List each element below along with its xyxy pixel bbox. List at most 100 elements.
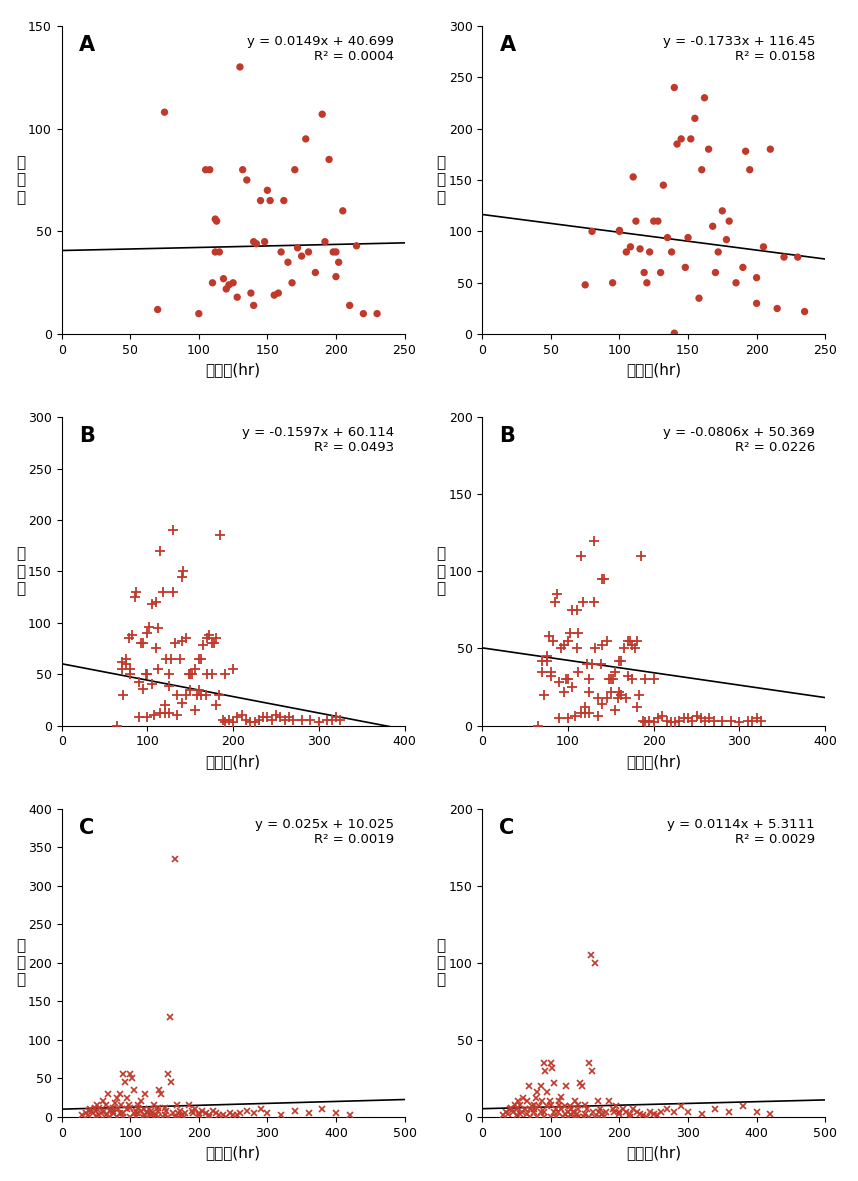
Point (651, 211, 665, 230)
Point (323, 150, 336, 169)
Text: B: B (79, 426, 94, 446)
Point (247, 233, 261, 252)
Point (332, 253, 346, 272)
Point (692, 289, 706, 308)
Point (326, 242, 340, 261)
Point (213, 242, 227, 261)
Point (271, 283, 285, 302)
Point (202, 161, 216, 180)
Point (757, 237, 770, 256)
Point (244, 283, 257, 302)
Text: C: C (499, 817, 515, 837)
Point (250, 234, 263, 253)
Text: y = 0.025x + 10.025
R² = 0.0019: y = 0.025x + 10.025 R² = 0.0019 (255, 817, 394, 846)
Point (688, 109, 702, 128)
Point (192, 305, 206, 324)
Point (624, 237, 637, 256)
X-axis label: 일조합(hr): 일조합(hr) (206, 753, 261, 769)
Point (302, 242, 316, 261)
Point (695, 161, 709, 180)
Text: A: A (499, 35, 516, 56)
Point (329, 242, 343, 261)
X-axis label: 일조합(hr): 일조합(hr) (206, 363, 261, 378)
Point (261, 181, 275, 200)
Point (318, 233, 332, 252)
Point (633, 240, 647, 259)
Point (254, 191, 268, 210)
Point (656, 176, 670, 195)
Point (606, 273, 619, 292)
Point (777, 248, 791, 267)
Point (227, 273, 240, 292)
Text: y = 0.0114x + 5.3111
R² = 0.0029: y = 0.0114x + 5.3111 R² = 0.0029 (668, 817, 815, 846)
Point (285, 273, 299, 292)
X-axis label: 일조합(hr): 일조합(hr) (206, 1146, 261, 1160)
Point (716, 202, 729, 221)
Point (654, 263, 668, 282)
Text: 발
생
수: 발 생 수 (16, 938, 25, 987)
Point (291, 239, 305, 257)
Point (350, 236, 364, 255)
Point (578, 275, 592, 294)
Point (220, 280, 233, 299)
Point (199, 161, 213, 180)
Point (709, 263, 722, 282)
Point (750, 268, 764, 287)
Text: 매
균
율: 매 균 율 (437, 155, 446, 205)
Point (613, 222, 626, 241)
Point (661, 228, 674, 247)
Point (230, 288, 244, 307)
Point (665, 242, 679, 261)
Point (729, 273, 743, 292)
Point (736, 257, 750, 276)
Point (743, 161, 757, 180)
Point (764, 139, 777, 158)
Point (309, 263, 323, 282)
Point (277, 191, 291, 210)
Point (158, 103, 172, 122)
Point (679, 257, 692, 276)
Text: y = -0.0806x + 50.369
R² = 0.0226: y = -0.0806x + 50.369 R² = 0.0226 (663, 426, 815, 455)
Text: y = -0.1597x + 60.114
R² = 0.0493: y = -0.1597x + 60.114 R² = 0.0493 (242, 426, 394, 455)
Point (343, 296, 357, 315)
Point (750, 294, 764, 313)
Point (240, 170, 254, 189)
Point (295, 247, 309, 266)
Point (299, 130, 312, 149)
Point (619, 242, 633, 261)
Point (681, 228, 695, 247)
X-axis label: 일조합(hr): 일조합(hr) (626, 1146, 681, 1160)
Point (206, 273, 220, 292)
Text: B: B (499, 426, 516, 446)
Point (640, 273, 654, 292)
Point (647, 211, 661, 230)
Text: 발
생
수: 발 생 수 (16, 155, 25, 205)
Point (711, 242, 725, 261)
Point (281, 253, 295, 272)
Point (706, 217, 720, 236)
Point (236, 161, 250, 180)
Point (216, 269, 230, 288)
Point (698, 89, 711, 107)
Point (585, 222, 599, 241)
X-axis label: 일조합(hr): 일조합(hr) (626, 753, 681, 769)
Point (263, 191, 277, 210)
Point (670, 135, 684, 154)
Point (674, 130, 688, 149)
Point (643, 242, 656, 261)
Point (208, 242, 222, 261)
Point (288, 161, 302, 180)
Point (722, 211, 736, 230)
Point (702, 139, 716, 158)
Text: y = 0.0149x + 40.699
R² = 0.0004: y = 0.0149x + 40.699 R² = 0.0004 (247, 35, 394, 63)
X-axis label: 일조합(hr): 일조합(hr) (626, 363, 681, 378)
Point (316, 105, 329, 124)
Point (233, 58, 247, 77)
Point (356, 305, 370, 324)
Text: C: C (79, 817, 94, 837)
Point (613, 221, 626, 240)
Text: y = -0.1733x + 116.45
R² = 0.0158: y = -0.1733x + 116.45 R² = 0.0158 (662, 35, 815, 63)
Point (637, 263, 651, 282)
Point (629, 211, 643, 230)
Point (739, 142, 752, 161)
